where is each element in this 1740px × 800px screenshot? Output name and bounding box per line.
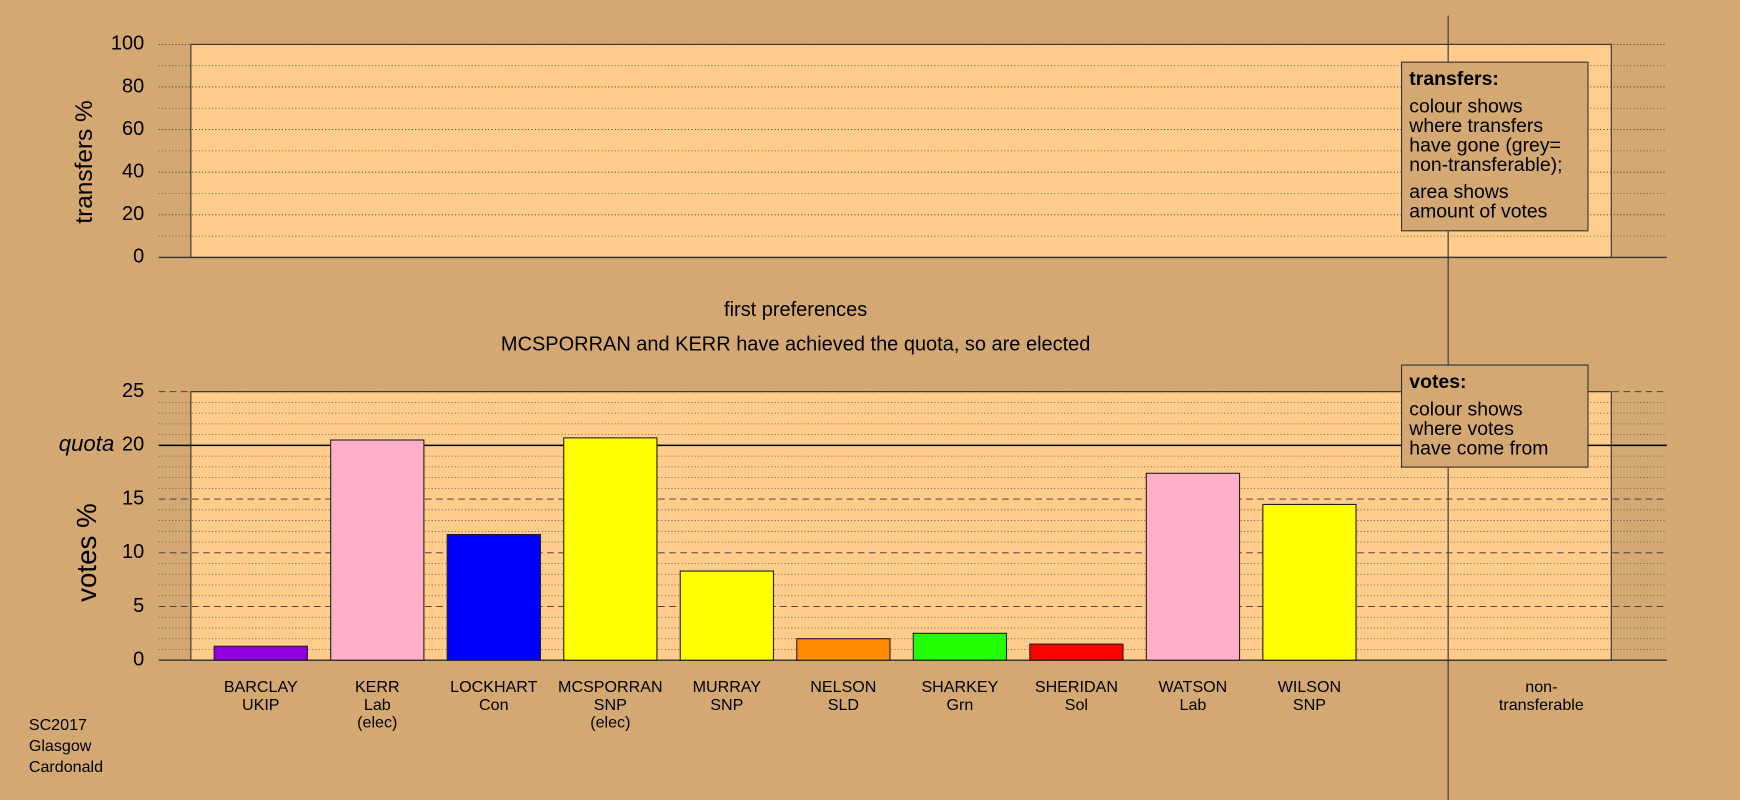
legend-box [1400, 364, 1589, 468]
y-tick-label: 15 [122, 487, 144, 509]
y-tick-label: 40 [122, 160, 144, 182]
legend-text: where votes [1408, 418, 1514, 440]
bar [1262, 503, 1357, 661]
x-tick-label: MURRAY [693, 678, 762, 696]
x-tick-label: LOCKHART [450, 678, 537, 696]
x-tick-label: SNP [594, 696, 627, 714]
x-tick-label: SHERIDAN [1035, 678, 1118, 696]
y-tick-label: 80 [122, 75, 144, 97]
x-tick-label: UKIP [242, 696, 280, 714]
footer-text: Glasgow [29, 737, 92, 755]
legend-text: have gone (grey= [1409, 135, 1561, 157]
x-tick-label: BARCLAY [224, 678, 298, 696]
x-tick-label: Con [479, 696, 509, 714]
x-tick-label: SLD [828, 696, 859, 714]
quota-label: quota [59, 431, 115, 456]
legend-title: transfers: [1409, 68, 1499, 90]
y-axis-label: votes % [71, 503, 102, 602]
legend-text: colour shows [1409, 399, 1522, 421]
bar [213, 645, 308, 661]
x-tick-label: WATSON [1159, 678, 1228, 696]
y-tick-label: 0 [133, 648, 144, 670]
x-tick-label: (elec) [590, 714, 630, 732]
y-tick-label: 5 [133, 595, 144, 617]
x-tick-label: NELSON [810, 678, 876, 696]
y-tick-label: 100 [111, 33, 144, 55]
legend-text: where transfers [1408, 115, 1543, 137]
y-tick-label: 60 [122, 118, 144, 140]
bar [1029, 643, 1124, 661]
legend-box [1400, 61, 1589, 232]
x-tick-label: SNP [710, 696, 743, 714]
y-tick-label: 0 [133, 246, 144, 268]
x-tick-label: KERR [355, 678, 400, 696]
chart-title: first preferences [724, 299, 867, 321]
bar [796, 638, 891, 661]
x-tick-label: Lab [364, 696, 391, 714]
x-tick-label: Grn [946, 696, 973, 714]
bar [563, 437, 658, 661]
footer-text: SC2017 [29, 716, 87, 734]
bar [446, 533, 541, 661]
plot-area [190, 391, 1612, 661]
legend-text: amount of votes [1409, 201, 1547, 223]
x-tick-label: transferable [1499, 696, 1584, 714]
x-tick-label: SHARKEY [921, 678, 998, 696]
y-tick-label: 20 [122, 203, 144, 225]
x-tick-label: (elec) [357, 714, 397, 732]
legend-text: non-transferable); [1409, 154, 1562, 176]
x-tick-label: MCSPORRAN [558, 678, 663, 696]
y-tick-label: 10 [122, 541, 144, 563]
legend-title: votes: [1409, 371, 1466, 393]
x-tick-label: Lab [1180, 696, 1207, 714]
chart-subtitle: MCSPORRAN and KERR have achieved the quo… [501, 333, 1090, 355]
x-tick-label: Sol [1065, 696, 1088, 714]
y-tick-label: 25 [122, 380, 144, 402]
x-tick-label: SNP [1293, 696, 1326, 714]
legend-text: area shows [1409, 181, 1508, 203]
bar [679, 570, 775, 661]
x-tick-label: WILSON [1278, 678, 1341, 696]
bar [912, 632, 1008, 661]
x-tick-label: non- [1525, 678, 1557, 696]
bar [330, 439, 425, 661]
bar [1145, 472, 1241, 661]
y-tick-label: 20 [122, 434, 144, 456]
legend-text: colour shows [1409, 96, 1522, 118]
footer-text: Cardonald [29, 758, 103, 776]
legend-text: have come from [1409, 438, 1548, 460]
y-axis-label: transfers % [71, 100, 98, 223]
